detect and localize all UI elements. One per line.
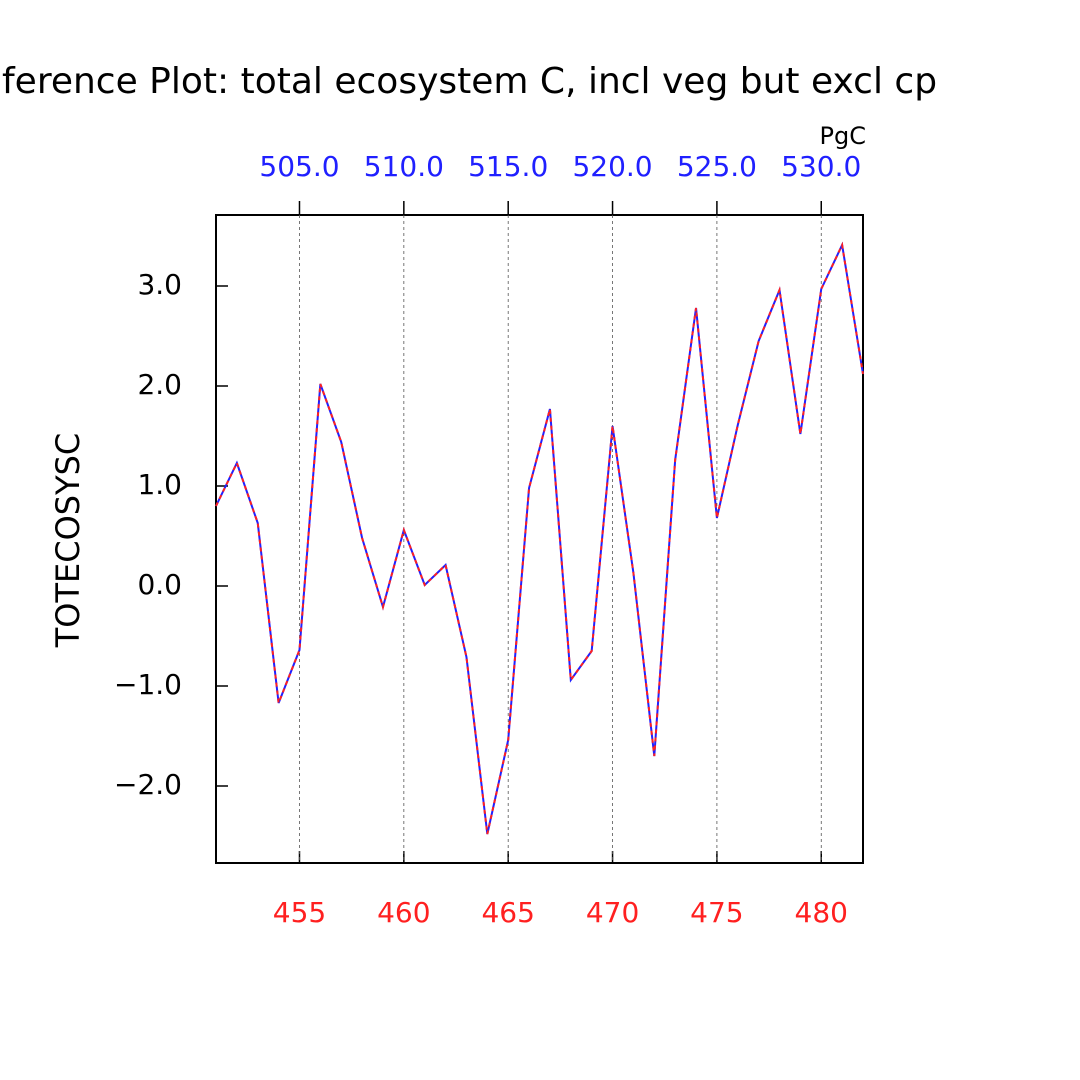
x2-tick-label: 510.0 — [364, 150, 444, 183]
x2-axis-label: PgC — [820, 122, 866, 150]
y-axis-label: TOTECOSYSC — [49, 433, 87, 649]
y-tick-label: −2.0 — [114, 768, 182, 801]
series-line — [215, 241, 864, 835]
x-tick-label: 455 — [273, 896, 326, 929]
x2-tick-label: 525.0 — [677, 150, 757, 183]
chart-title: ference Plot: total ecosystem C, incl ve… — [2, 61, 937, 102]
y-tick-label: 1.0 — [137, 468, 182, 501]
x-tick-label: 475 — [690, 896, 743, 929]
y-tick-label: −1.0 — [114, 668, 182, 701]
x-tick-label: 470 — [586, 896, 639, 929]
x2-tick-label: 520.0 — [572, 150, 652, 183]
x2-tick-label: 505.0 — [259, 150, 339, 183]
x-tick-label: 480 — [795, 896, 848, 929]
x-tick-label: 460 — [377, 896, 430, 929]
x-tick-label: 465 — [481, 896, 534, 929]
y-tick-label: 0.0 — [137, 568, 182, 601]
series-line — [215, 241, 864, 835]
y-tick-label: 3.0 — [137, 268, 182, 301]
plot-frame — [215, 214, 864, 864]
x2-tick-label: 530.0 — [781, 150, 861, 183]
x2-tick-label: 515.0 — [468, 150, 548, 183]
y-tick-label: 2.0 — [137, 368, 182, 401]
